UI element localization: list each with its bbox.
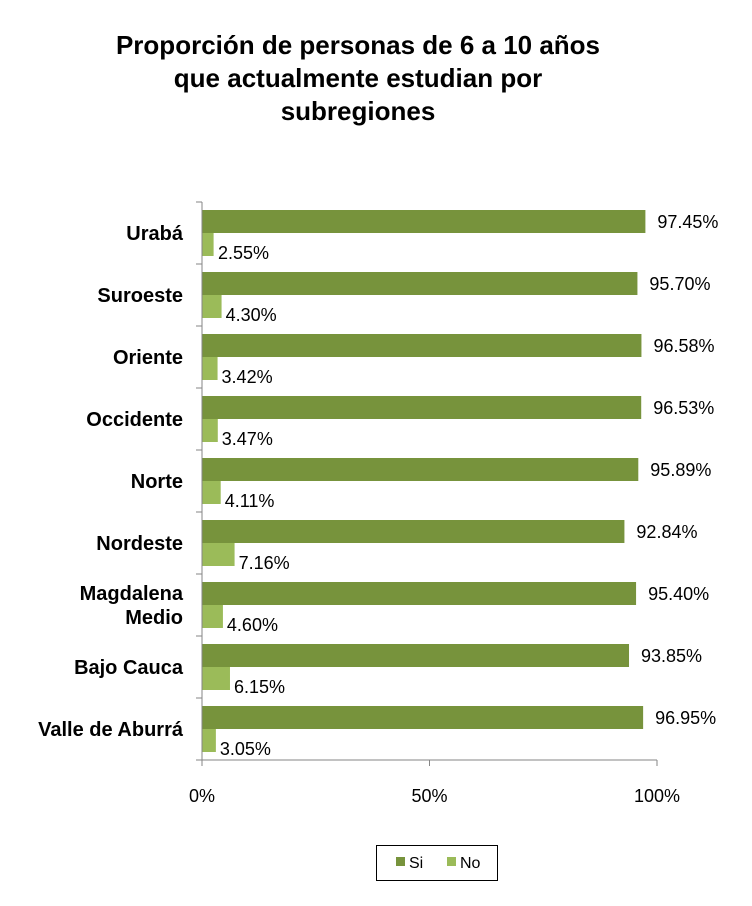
category-label: Occidente [86,409,183,431]
legend-label: No [460,855,481,872]
bar-si [202,334,642,357]
bar-si [202,520,625,543]
legend-swatch [447,857,456,866]
bar-no [202,419,218,442]
data-label-no: 2.55% [218,243,269,263]
bar-si [202,706,644,729]
bar-si [202,582,637,605]
data-label-si: 97.45% [657,212,718,232]
bar-si [202,210,646,233]
legend-label: Si [409,855,423,872]
data-label-no: 4.11% [225,491,275,511]
data-label-si: 95.70% [649,274,710,294]
x-axis: 0% 50% 100% [189,201,680,806]
x-tick-label: 100% [634,786,680,806]
x-tick-label: 0% [189,786,215,806]
plot-area: 97.45% 2.55% 95.70% 4.30% 96.58% 3.42% 96.53% 3… [202,210,718,759]
bar-no [202,667,230,690]
category-label: Norte [131,471,183,493]
bar-si [202,396,642,419]
category-label: Suroeste [97,285,183,307]
data-label-no: 4.30% [226,305,277,325]
x-tick-label: 50% [411,786,447,806]
chart-title-line: subregiones [281,96,436,126]
data-label-si: 95.89% [650,460,711,480]
bar-si [202,272,638,295]
chart-title-line: que actualmente estudian por [174,63,542,93]
bar-no [202,357,218,380]
bar-no [202,233,214,256]
bar-no [202,605,223,628]
data-label-si: 92.84% [636,522,697,542]
category-label: Valle de Aburrá [38,719,184,741]
data-label-no: 3.47% [222,429,273,449]
data-label-no: 3.05% [220,739,271,759]
data-label-no: 4.60% [227,615,278,635]
data-label-no: 7.16% [239,553,290,573]
data-label-si: 95.40% [648,584,709,604]
category-label: Magdalena [80,583,184,605]
data-label-no: 6.15% [234,677,285,697]
chart-title-line: Proporción de personas de 6 a 10 años [116,30,600,60]
data-label-si: 96.58% [653,336,714,356]
bar-no [202,481,221,504]
data-label-si: 96.53% [653,398,714,418]
bar-si [202,644,630,667]
legend: Si No [376,845,498,881]
category-label: Nordeste [96,533,183,555]
data-label-si: 93.85% [641,646,702,666]
bar-no [202,543,235,566]
category-label: Medio [125,607,183,629]
category-label: Urabá [126,223,184,245]
chart-title: Proporción de personas de 6 a 10 añosque… [116,30,600,126]
category-label: Bajo Cauca [74,657,184,679]
category-label: Oriente [113,347,183,369]
data-label-si: 96.95% [655,708,716,728]
bar-no [202,729,216,752]
data-label-no: 3.42% [222,367,273,387]
legend-swatch [396,857,405,866]
category-labels: Urabá Suroeste Oriente Occidente Norte Nordes… [38,223,184,741]
bar-no [202,295,222,318]
bar-si [202,458,639,481]
